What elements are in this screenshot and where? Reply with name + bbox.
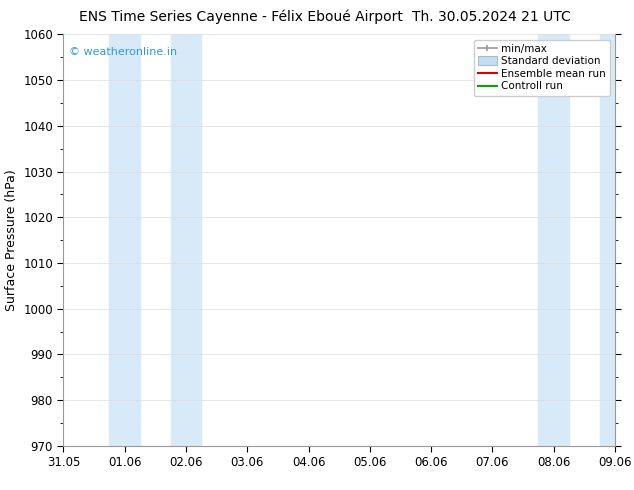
Legend: min/max, Standard deviation, Ensemble mean run, Controll run: min/max, Standard deviation, Ensemble me… bbox=[474, 40, 610, 96]
Text: ENS Time Series Cayenne - Félix Eboué Airport: ENS Time Series Cayenne - Félix Eboué Ai… bbox=[79, 10, 403, 24]
Bar bbox=[538, 34, 569, 446]
Bar bbox=[600, 34, 630, 446]
Y-axis label: Surface Pressure (hPa): Surface Pressure (hPa) bbox=[4, 169, 18, 311]
Bar bbox=[110, 34, 140, 446]
Text: Th. 30.05.2024 21 UTC: Th. 30.05.2024 21 UTC bbox=[412, 10, 571, 24]
Text: © weatheronline.in: © weatheronline.in bbox=[69, 47, 177, 57]
Bar bbox=[171, 34, 202, 446]
